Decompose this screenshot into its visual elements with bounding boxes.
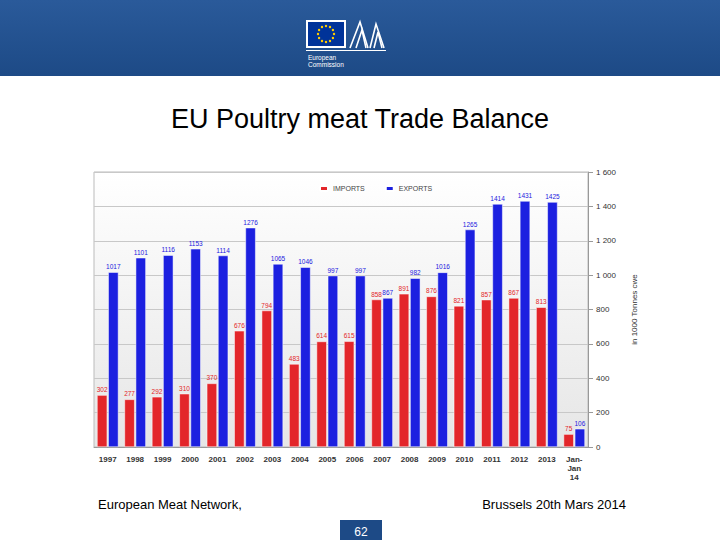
svg-text:302: 302	[97, 386, 108, 393]
svg-text:891: 891	[399, 285, 410, 292]
svg-text:800: 800	[596, 305, 610, 314]
svg-text:1 600: 1 600	[596, 168, 617, 177]
svg-text:1065: 1065	[271, 255, 286, 262]
svg-text:400: 400	[596, 374, 610, 383]
svg-text:Jan-: Jan-	[566, 455, 583, 464]
svg-text:0: 0	[596, 443, 601, 452]
svg-text:106: 106	[574, 420, 585, 427]
svg-text:615: 615	[344, 332, 355, 339]
svg-text:1046: 1046	[298, 258, 313, 265]
svg-text:876: 876	[426, 287, 437, 294]
svg-text:2009: 2009	[428, 455, 446, 464]
svg-text:292: 292	[152, 388, 163, 395]
svg-text:1116: 1116	[161, 246, 175, 253]
svg-text:2012: 2012	[510, 455, 528, 464]
svg-text:1431: 1431	[518, 192, 533, 199]
svg-text:813: 813	[536, 298, 547, 305]
svg-text:1017: 1017	[106, 263, 121, 270]
html-text:62: 62	[354, 525, 368, 539]
svg-text:277: 277	[124, 390, 135, 397]
svg-text:1997: 1997	[99, 455, 117, 464]
svg-text:2007: 2007	[373, 455, 391, 464]
svg-text:982: 982	[410, 269, 421, 276]
svg-text:EuropeanCommission: EuropeanCommission	[308, 54, 344, 68]
svg-text:2002: 2002	[236, 455, 254, 464]
svg-text:2004: 2004	[291, 455, 309, 464]
svg-text:2010: 2010	[456, 455, 474, 464]
svg-text:676: 676	[234, 322, 245, 329]
html-text:Brussels 20th Mars 2014: Brussels 20th Mars 2014	[482, 497, 626, 512]
svg-text:2006: 2006	[346, 455, 364, 464]
svg-text:1153: 1153	[189, 240, 203, 247]
svg-text:2011: 2011	[483, 455, 501, 464]
svg-text:1 000: 1 000	[596, 271, 617, 280]
svg-text:310: 310	[179, 385, 190, 392]
svg-text:EXPORTS: EXPORTS	[399, 185, 433, 192]
svg-text:821: 821	[453, 297, 464, 304]
svg-text:997: 997	[355, 267, 366, 274]
svg-text:600: 600	[596, 339, 610, 348]
html-text:European Meat Network,: European Meat Network,	[98, 497, 242, 512]
html-text:EU Poultry meat Trade Balance: EU Poultry meat Trade Balance	[170, 104, 550, 134]
svg-text:2008: 2008	[401, 455, 419, 464]
svg-text:370: 370	[206, 374, 217, 381]
svg-text:1016: 1016	[435, 263, 450, 270]
svg-text:Jan: Jan	[567, 464, 581, 473]
svg-text:2005: 2005	[318, 455, 336, 464]
svg-text:1425: 1425	[545, 193, 560, 200]
svg-text:200: 200	[596, 408, 610, 417]
svg-text:1114: 1114	[216, 247, 230, 254]
svg-text:1998: 1998	[126, 455, 144, 464]
svg-text:1 200: 1 200	[596, 236, 617, 245]
svg-text:794: 794	[261, 302, 272, 309]
svg-text:997: 997	[327, 267, 338, 274]
svg-text:1276: 1276	[243, 219, 258, 226]
svg-text:2000: 2000	[181, 455, 199, 464]
svg-text:1265: 1265	[463, 221, 478, 228]
svg-text:1999: 1999	[154, 455, 172, 464]
svg-text:1414: 1414	[490, 195, 505, 202]
svg-text:614: 614	[316, 332, 327, 339]
svg-text:14: 14	[570, 473, 579, 482]
svg-text:867: 867	[508, 289, 519, 296]
svg-text:2001: 2001	[209, 455, 227, 464]
svg-text:857: 857	[481, 291, 492, 298]
svg-text:1101: 1101	[134, 249, 148, 256]
svg-text:IMPORTS: IMPORTS	[333, 185, 365, 192]
svg-text:483: 483	[289, 355, 300, 362]
svg-text:1 400: 1 400	[596, 202, 617, 211]
svg-text:2003: 2003	[263, 455, 281, 464]
svg-text:in 1000 Tonnes cwe: in 1000 Tonnes cwe	[630, 274, 639, 345]
svg-text:858: 858	[371, 291, 382, 298]
svg-text:2013: 2013	[538, 455, 556, 464]
svg-text:75: 75	[565, 425, 573, 432]
svg-text:867: 867	[382, 289, 393, 296]
